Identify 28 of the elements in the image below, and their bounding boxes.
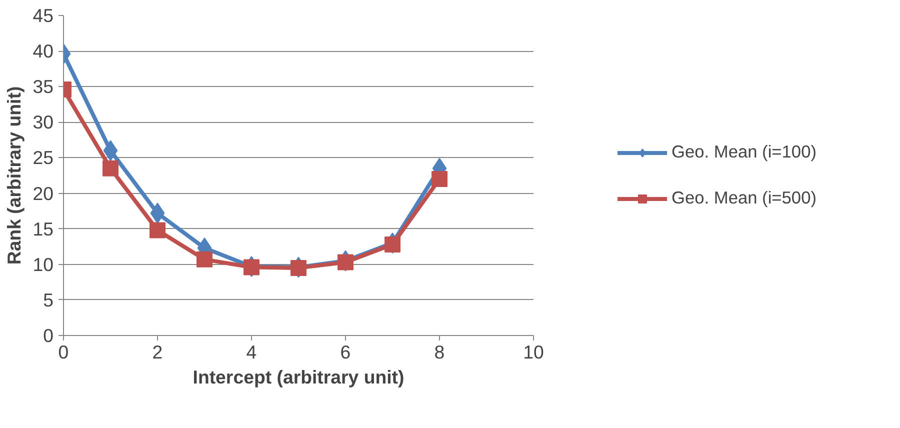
- point: [432, 171, 448, 188]
- point: [244, 259, 260, 276]
- legend-label: Geo. Mean (i=500): [672, 188, 816, 208]
- y-tick-label: 15: [32, 218, 54, 240]
- y-tick-label: 5: [43, 289, 54, 310]
- y-tick-label: 35: [32, 76, 54, 98]
- point: [102, 160, 118, 176]
- point: [150, 222, 166, 238]
- x-tick-label: 6: [340, 342, 351, 362]
- y-axis-title: Rank (arbitrary unit): [4, 86, 25, 265]
- x-tick-label: 10: [523, 342, 544, 362]
- legend-label: Geo. Mean (i=100): [672, 142, 816, 162]
- y-tick-label: 10: [32, 254, 54, 275]
- x-tick-label: 4: [246, 342, 257, 362]
- point: [384, 236, 400, 252]
- x-tick-label: 2: [152, 342, 163, 362]
- x-tick-label: 8: [434, 342, 445, 362]
- y-tick-label: 25: [32, 147, 54, 168]
- y-tick-label: 40: [32, 40, 54, 62]
- y-tick-label: 20: [32, 182, 54, 204]
- y-tick-label: 0: [43, 325, 54, 346]
- y-tick-label: 30: [32, 112, 54, 133]
- point: [196, 251, 212, 268]
- x-tick-label: 0: [58, 342, 69, 362]
- x-axis-title: Intercept (arbitrary unit): [192, 366, 404, 388]
- y-tick-label: 45: [32, 5, 54, 26]
- point: [290, 260, 306, 276]
- point: [338, 254, 354, 270]
